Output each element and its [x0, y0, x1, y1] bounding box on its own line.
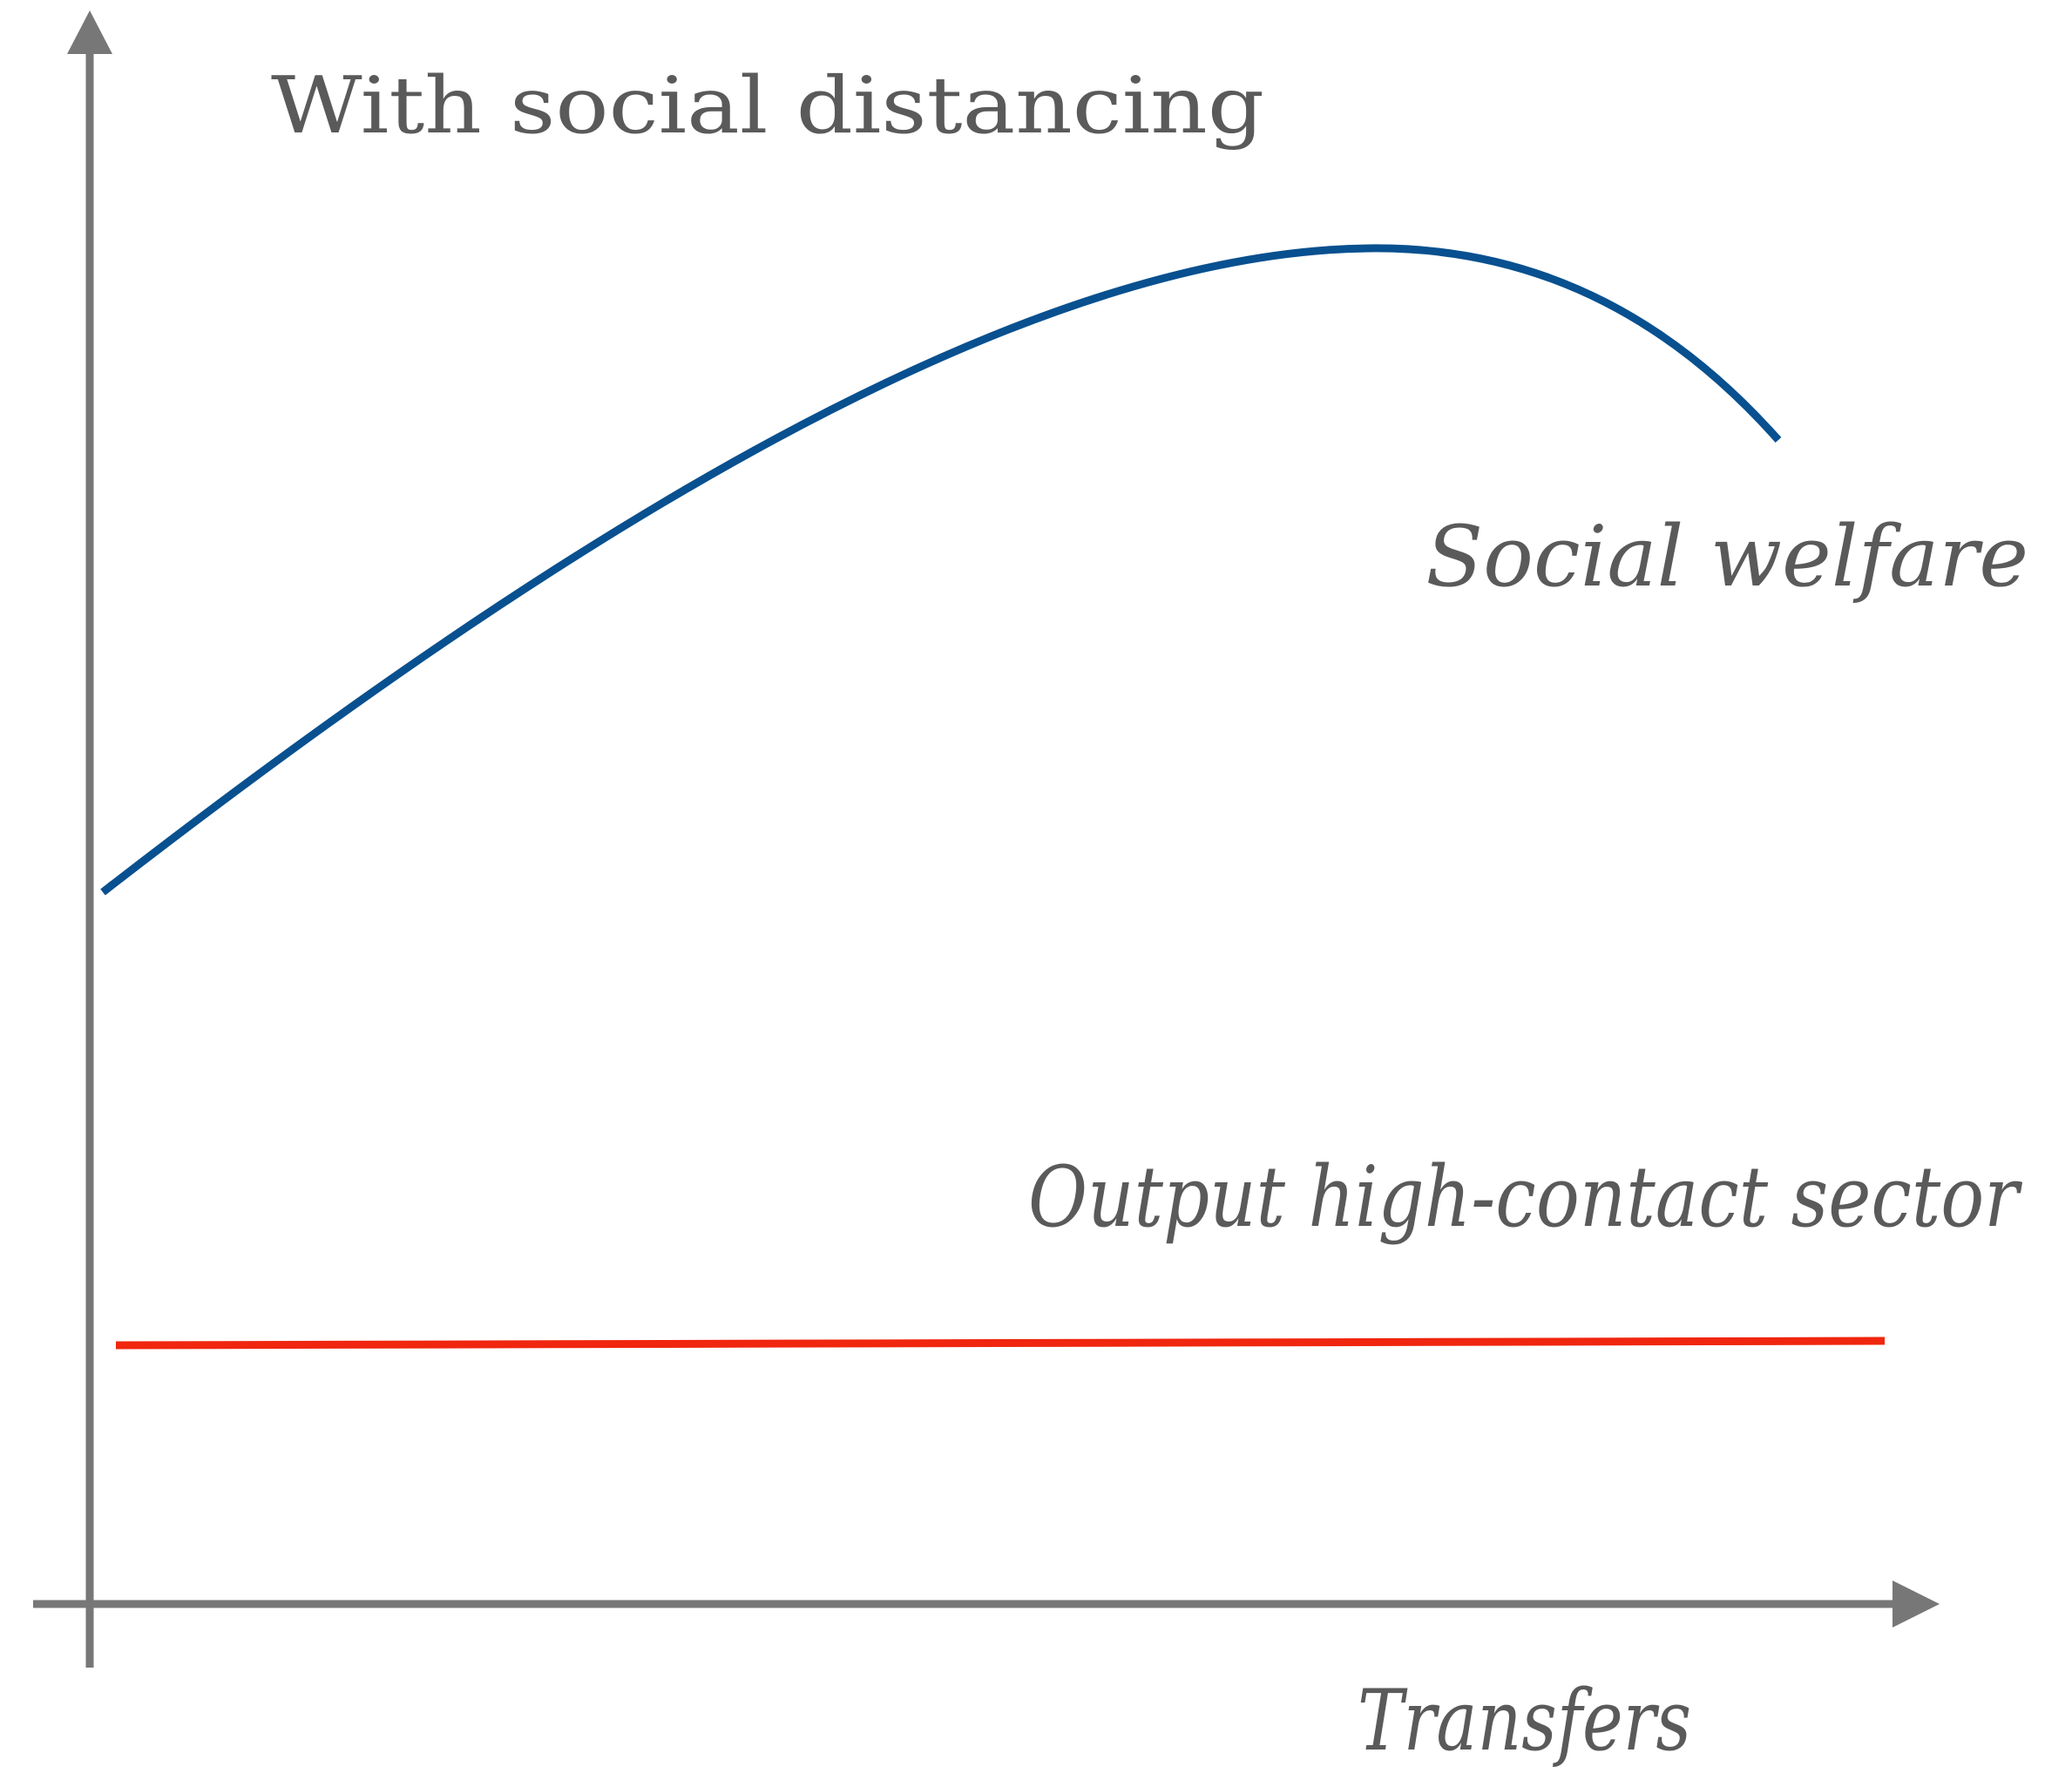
x-axis-label: Transfers [1358, 1672, 1691, 1770]
title: With social distancing [271, 60, 1264, 152]
welfare-curve [100, 244, 1782, 896]
x-axis-arrow [1893, 1580, 1940, 1628]
y-axis-arrow [67, 10, 112, 54]
output-line [115, 1337, 1886, 1350]
curve-label: Output high-contact sector [1028, 1148, 2022, 1246]
curve-label: Social welfare [1425, 508, 2028, 606]
